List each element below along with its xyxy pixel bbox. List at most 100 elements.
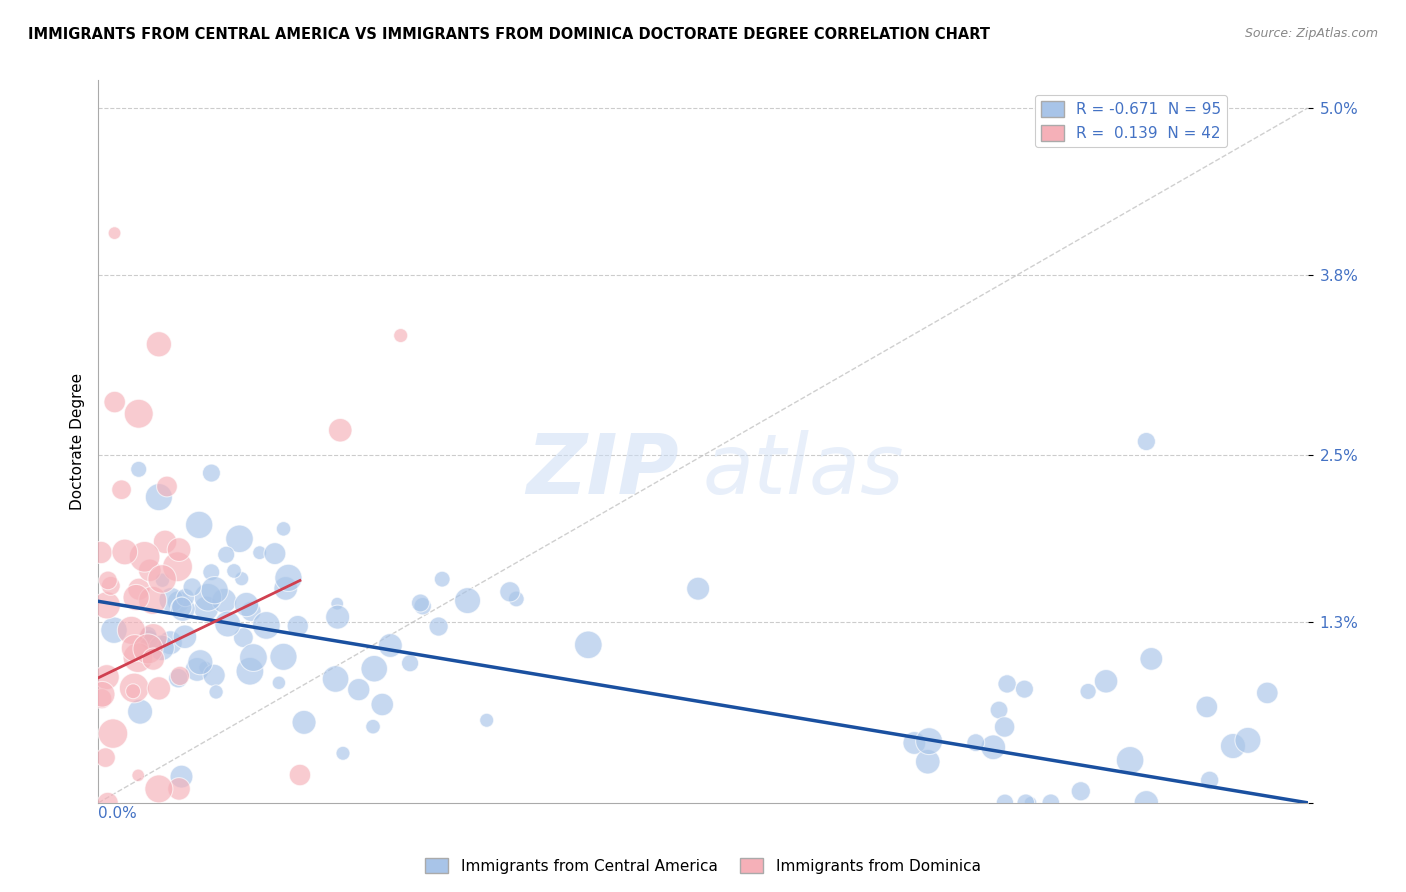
- Point: [212, 593, 235, 607]
- Point: [347, 682, 370, 697]
- Y-axis label: Doctorate Degree: Doctorate Degree: [69, 373, 84, 510]
- Point: [1039, 796, 1062, 810]
- Point: [97, 574, 120, 588]
- Point: [1237, 733, 1260, 747]
- Point: [195, 601, 218, 615]
- Point: [1135, 434, 1157, 449]
- Point: [277, 571, 299, 585]
- Point: [174, 591, 197, 605]
- Point: [101, 726, 124, 740]
- Point: [90, 691, 112, 706]
- Point: [205, 685, 228, 699]
- Point: [142, 593, 165, 607]
- Point: [128, 582, 150, 597]
- Point: [274, 582, 297, 596]
- Point: [114, 545, 136, 559]
- Point: [97, 796, 120, 810]
- Point: [167, 595, 190, 609]
- Point: [994, 796, 1017, 810]
- Point: [505, 591, 527, 606]
- Point: [181, 580, 204, 594]
- Point: [1014, 682, 1036, 697]
- Point: [159, 636, 181, 650]
- Point: [127, 650, 149, 665]
- Point: [235, 598, 257, 612]
- Point: [200, 566, 222, 580]
- Point: [249, 546, 271, 560]
- Point: [325, 672, 347, 686]
- Point: [288, 768, 311, 782]
- Point: [136, 641, 159, 656]
- Point: [371, 698, 394, 712]
- Point: [409, 596, 432, 610]
- Point: [430, 572, 453, 586]
- Point: [170, 770, 193, 784]
- Text: ZIP: ZIP: [526, 430, 679, 511]
- Point: [104, 395, 127, 409]
- Point: [264, 547, 287, 561]
- Point: [995, 677, 1018, 691]
- Point: [1070, 784, 1092, 798]
- Point: [110, 483, 132, 497]
- Point: [94, 750, 117, 764]
- Point: [228, 532, 250, 546]
- Point: [273, 522, 295, 536]
- Point: [240, 604, 263, 618]
- Point: [194, 661, 217, 675]
- Point: [167, 542, 190, 557]
- Point: [204, 583, 226, 598]
- Point: [188, 517, 211, 532]
- Point: [399, 657, 422, 671]
- Point: [129, 705, 152, 719]
- Point: [231, 572, 253, 586]
- Point: [1015, 796, 1038, 810]
- Point: [96, 670, 118, 684]
- Point: [100, 579, 122, 593]
- Point: [1077, 684, 1099, 698]
- Point: [361, 720, 384, 734]
- Point: [150, 640, 173, 655]
- Point: [1222, 739, 1244, 753]
- Point: [202, 668, 225, 682]
- Point: [267, 675, 290, 690]
- Point: [148, 781, 170, 796]
- Point: [197, 591, 219, 605]
- Point: [120, 624, 142, 638]
- Point: [326, 597, 349, 611]
- Point: [475, 713, 498, 727]
- Point: [1140, 652, 1163, 666]
- Point: [136, 628, 159, 642]
- Point: [91, 687, 114, 701]
- Point: [128, 462, 150, 476]
- Point: [380, 639, 402, 653]
- Point: [239, 665, 262, 679]
- Point: [170, 600, 193, 615]
- Point: [138, 632, 160, 647]
- Text: 0.0%: 0.0%: [98, 805, 138, 821]
- Point: [1119, 753, 1142, 767]
- Point: [134, 549, 156, 564]
- Point: [90, 545, 112, 559]
- Point: [125, 591, 148, 605]
- Point: [1135, 796, 1157, 810]
- Point: [156, 479, 179, 493]
- Point: [173, 630, 195, 644]
- Point: [457, 593, 479, 607]
- Text: IMMIGRANTS FROM CENTRAL AMERICA VS IMMIGRANTS FROM DOMINICA DOCTORATE DEGREE COR: IMMIGRANTS FROM CENTRAL AMERICA VS IMMIG…: [28, 27, 990, 42]
- Point: [427, 619, 450, 633]
- Point: [148, 337, 170, 351]
- Point: [688, 582, 710, 596]
- Point: [988, 703, 1011, 717]
- Point: [103, 623, 125, 637]
- Point: [389, 328, 412, 343]
- Point: [329, 423, 352, 437]
- Point: [172, 602, 194, 616]
- Point: [1198, 773, 1220, 788]
- Point: [128, 407, 150, 421]
- Point: [917, 755, 939, 769]
- Point: [918, 734, 941, 748]
- Point: [287, 619, 309, 633]
- Point: [127, 768, 149, 782]
- Point: [142, 652, 165, 666]
- Point: [122, 681, 145, 695]
